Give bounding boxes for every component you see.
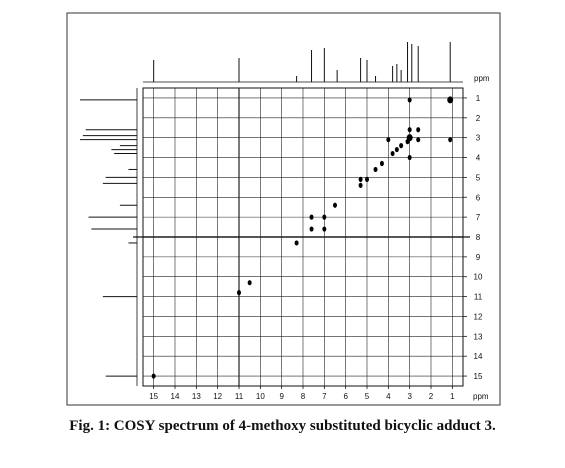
- cross-peak: [237, 290, 241, 296]
- y-tick-label: 10: [474, 273, 483, 282]
- y-tick-label: 9: [476, 253, 481, 262]
- y-tick-label: 3: [476, 134, 481, 143]
- x-tick-label: 1: [450, 392, 455, 401]
- x-tick-label: 5: [365, 392, 370, 401]
- grid-lines: [133, 88, 470, 386]
- cross-peak: [407, 127, 412, 133]
- figure-caption: Fig. 1: COSY spectrum of 4-methoxy subst…: [69, 418, 496, 434]
- x-tick-label: 7: [322, 392, 327, 401]
- y-tick-label: 11: [474, 293, 483, 302]
- y-tick-label: 2: [476, 114, 481, 123]
- cross-peak: [447, 96, 454, 104]
- x-axis-ticks: 15 14 13 12 11 10 9 8 7 6 5 4 3 2 1: [149, 386, 455, 401]
- y-tick-label: 7: [476, 213, 481, 222]
- y-tick-label: 14: [474, 352, 483, 361]
- x-tick-label: 2: [429, 392, 434, 401]
- cross-peak: [399, 143, 404, 149]
- cross-peak: [294, 240, 299, 246]
- cross-peak: [309, 226, 314, 232]
- cross-peak: [386, 137, 391, 143]
- cross-peak: [151, 373, 156, 379]
- x-tick-label: 13: [192, 392, 201, 401]
- y-tick-label: 4: [476, 154, 481, 163]
- x-axis-unit: ppm: [473, 392, 489, 401]
- y-tick-label: 12: [474, 312, 483, 321]
- y-axis-unit: ppm: [474, 74, 490, 83]
- x-tick-label: 14: [171, 392, 180, 401]
- cross-peak: [379, 160, 384, 167]
- top-projection: [143, 42, 463, 83]
- y-tick-label: 6: [476, 193, 481, 202]
- cross-peak: [416, 127, 421, 133]
- cross-peak: [322, 226, 327, 232]
- y-tick-label: 13: [474, 332, 483, 341]
- cross-peak: [394, 146, 399, 153]
- cross-peak: [416, 137, 421, 143]
- cross-peak: [333, 202, 337, 208]
- y-tick-label: 8: [476, 233, 481, 242]
- x-tick-label: 4: [386, 392, 391, 401]
- cross-peak: [365, 176, 369, 182]
- cross-peak: [390, 150, 395, 157]
- x-tick-label: 9: [279, 392, 284, 401]
- cross-peak: [407, 154, 412, 161]
- x-tick-label: 10: [256, 392, 265, 401]
- cross-peak: [358, 176, 363, 182]
- cross-peak: [407, 97, 412, 103]
- y-tick-label: 5: [476, 173, 481, 182]
- x-tick-label: 6: [343, 392, 348, 401]
- cross-peaks: [151, 96, 454, 379]
- cross-peak: [247, 280, 252, 286]
- cross-peak: [309, 214, 314, 220]
- x-tick-label: 3: [407, 392, 412, 401]
- left-projection: [80, 88, 138, 386]
- cross-peak: [448, 137, 453, 143]
- x-tick-label: 11: [235, 392, 244, 401]
- x-tick-label: 8: [301, 392, 306, 401]
- y-tick-label: 1: [476, 94, 481, 103]
- cross-peak: [406, 134, 413, 142]
- x-tick-label: 15: [149, 392, 158, 401]
- y-tick-label: 15: [474, 372, 483, 381]
- x-tick-label: 12: [213, 392, 222, 401]
- cross-peak: [373, 166, 378, 173]
- cross-peak: [358, 182, 363, 188]
- cross-peak: [322, 214, 327, 220]
- figure-frame: [66, 12, 501, 406]
